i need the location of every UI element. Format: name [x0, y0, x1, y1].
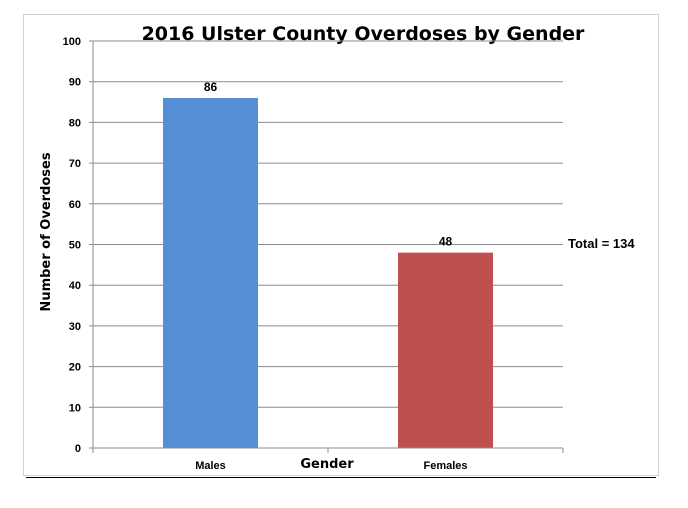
y-tick-label: 100	[63, 36, 81, 48]
chart-frame: 2016 Ulster County Overdoses by Gender 0…	[23, 14, 659, 476]
y-axis-title: Number of Overdoses	[39, 152, 54, 311]
y-tick-label: 80	[69, 117, 81, 129]
labels: 0 10 20 30 40 50 60 70 80 90 100 86 Males 48 Females	[63, 36, 468, 472]
y-tick-label: 50	[69, 240, 81, 252]
y-tick-label: 20	[69, 362, 81, 374]
bar-chart: 2016 Ulster County Overdoses by Gender 0…	[23, 14, 659, 476]
x-tick-label-males: Males	[195, 460, 226, 472]
total-annotation: Total = 134	[568, 236, 635, 251]
page-divider	[26, 477, 656, 478]
y-tick-label: 90	[69, 77, 81, 89]
y-tick-label: 70	[69, 158, 81, 170]
y-tick-label: 0	[75, 443, 81, 455]
bar-males	[163, 97, 258, 448]
chart-title: 2016 Ulster County Overdoses by Gender	[142, 23, 585, 45]
x-axis-title: Gender	[300, 457, 354, 472]
y-tick-label: 60	[69, 199, 81, 211]
bars	[163, 97, 493, 448]
x-tick-label-females: Females	[423, 460, 467, 472]
bar-females	[398, 252, 493, 448]
axes	[89, 40, 564, 453]
y-tick-label: 40	[69, 280, 81, 292]
y-tick-label: 30	[69, 321, 81, 333]
y-tick-label: 10	[69, 402, 81, 414]
data-label-females: 48	[439, 235, 453, 249]
data-label-males: 86	[204, 80, 218, 94]
